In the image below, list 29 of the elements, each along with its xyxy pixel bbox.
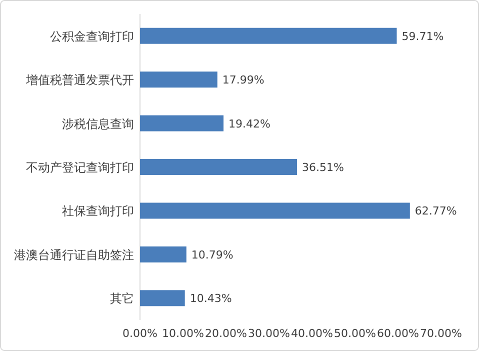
x-tick-label: 30.00% — [248, 327, 290, 340]
x-tick-label: 0.00% — [122, 327, 158, 340]
x-tick-label: 10.00% — [162, 327, 204, 340]
y-tick-label: 其它 — [110, 292, 134, 306]
x-tick-label: 40.00% — [291, 327, 333, 340]
bar — [140, 290, 185, 306]
y-tick-label: 社保查询打印 — [62, 204, 134, 218]
bar — [140, 28, 397, 44]
x-tick-label: 70.00% — [420, 327, 462, 340]
data-label: 59.71% — [402, 30, 444, 43]
x-tick-label: 60.00% — [377, 327, 419, 340]
y-tick-label: 港澳台通行证自助签注 — [14, 248, 134, 262]
bar — [140, 115, 224, 132]
y-tick-label: 不动产登记查询打印 — [26, 160, 134, 174]
data-label: 19.42% — [228, 117, 270, 130]
data-label: 17.99% — [222, 74, 264, 87]
x-tick-label: 50.00% — [334, 327, 376, 340]
x-tick-label: 20.00% — [205, 327, 247, 340]
y-tick-label: 公积金查询打印 — [50, 29, 134, 44]
y-tick-label: 涉税信息查询 — [62, 116, 134, 131]
data-label: 36.51% — [302, 161, 344, 174]
data-label: 10.79% — [191, 248, 234, 262]
bar — [140, 202, 410, 219]
y-tick-label: 增值税普通发票代开 — [25, 73, 134, 88]
data-label: 10.43% — [190, 292, 232, 306]
bar — [140, 246, 186, 262]
bar — [140, 72, 218, 88]
data-label: 62.77% — [414, 204, 457, 218]
bar — [140, 159, 297, 175]
